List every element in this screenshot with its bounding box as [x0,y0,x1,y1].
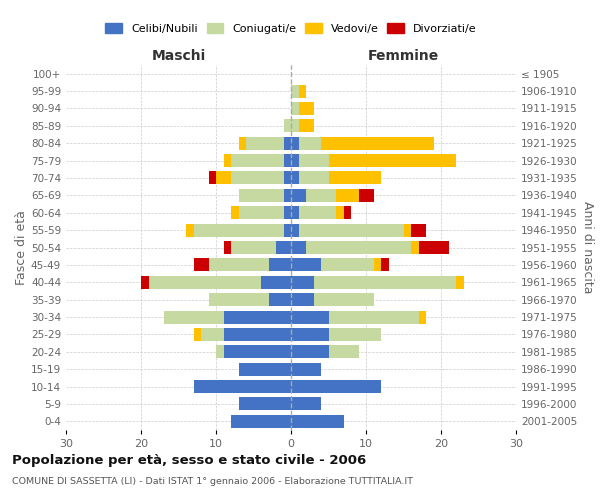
Bar [149,276,261,289]
Text: Femmine: Femmine [368,50,439,64]
Bar [276,241,291,254]
Bar [284,189,291,202]
Bar [336,189,359,202]
Bar [291,258,321,272]
Bar [321,136,433,149]
Bar [239,206,284,220]
Text: Popolazione per età, sesso e stato civile - 2006: Popolazione per età, sesso e stato civil… [12,454,366,467]
Bar [269,258,291,272]
Bar [314,293,373,306]
Bar [284,224,291,236]
Bar [291,380,381,393]
Bar [419,241,449,254]
Bar [291,206,299,220]
Bar [291,84,299,98]
Bar [186,224,193,236]
Bar [306,189,336,202]
Bar [209,293,269,306]
Bar [336,206,343,220]
Bar [291,415,343,428]
Bar [329,328,381,341]
Bar [291,241,306,254]
Text: Maschi: Maschi [151,50,206,64]
Legend: Celibi/Nubili, Coniugati/e, Vedovi/e, Divorziati/e: Celibi/Nubili, Coniugati/e, Vedovi/e, Di… [106,23,476,34]
Bar [284,206,291,220]
Bar [261,276,291,289]
Bar [291,398,321,410]
Bar [404,224,411,236]
Bar [284,172,291,184]
Bar [231,415,291,428]
Bar [299,154,329,167]
Bar [239,136,246,149]
Bar [223,346,291,358]
Y-axis label: Fasce di età: Fasce di età [15,210,28,285]
Bar [299,120,314,132]
Bar [329,310,419,324]
Bar [231,172,284,184]
Bar [411,241,419,254]
Bar [381,258,389,272]
Y-axis label: Anni di nascita: Anni di nascita [581,201,594,294]
Bar [291,136,299,149]
Bar [141,276,149,289]
Bar [216,346,223,358]
Bar [299,206,336,220]
Bar [163,310,223,324]
Bar [223,328,291,341]
Bar [291,102,299,115]
Bar [299,84,306,98]
Bar [193,258,209,272]
Bar [456,276,464,289]
Bar [291,154,299,167]
Bar [373,258,381,272]
Bar [359,189,373,202]
Bar [209,258,269,272]
Bar [291,328,329,341]
Bar [291,346,329,358]
Bar [411,224,426,236]
Bar [216,172,231,184]
Bar [291,310,329,324]
Bar [284,136,291,149]
Bar [291,293,314,306]
Bar [329,154,456,167]
Bar [239,398,291,410]
Bar [201,328,223,341]
Bar [269,293,291,306]
Bar [321,258,373,272]
Bar [231,206,239,220]
Bar [299,136,321,149]
Bar [284,154,291,167]
Bar [231,241,276,254]
Bar [291,172,299,184]
Bar [239,189,284,202]
Bar [299,102,314,115]
Bar [306,241,411,254]
Bar [209,172,216,184]
Bar [246,136,284,149]
Bar [223,241,231,254]
Bar [419,310,426,324]
Bar [291,224,299,236]
Bar [329,346,359,358]
Bar [329,172,381,184]
Text: COMUNE DI SASSETTA (LI) - Dati ISTAT 1° gennaio 2006 - Elaborazione TUTTITALIA.I: COMUNE DI SASSETTA (LI) - Dati ISTAT 1° … [12,478,413,486]
Bar [284,120,291,132]
Bar [291,120,299,132]
Bar [223,310,291,324]
Bar [193,224,284,236]
Bar [239,362,291,376]
Bar [193,380,291,393]
Bar [314,276,456,289]
Bar [193,328,201,341]
Bar [291,362,321,376]
Bar [223,154,231,167]
Bar [291,276,314,289]
Bar [343,206,351,220]
Bar [299,172,329,184]
Bar [299,224,404,236]
Bar [231,154,284,167]
Bar [291,189,306,202]
